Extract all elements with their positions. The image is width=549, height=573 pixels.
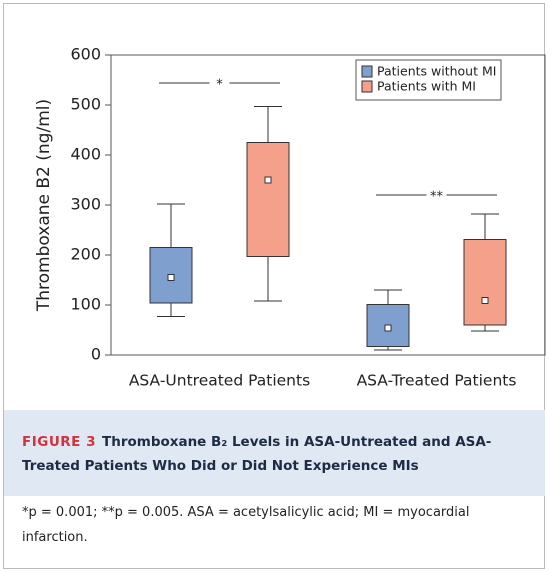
x-tick-label: ASA-Treated Patients (357, 372, 517, 390)
mean-marker (167, 274, 175, 281)
y-tick-label: 500 (70, 95, 101, 114)
footnote: *p = 0.001; **p = 0.005. ASA = acetylsal… (22, 505, 470, 545)
mean-marker (264, 176, 272, 184)
significance-label: * (216, 78, 223, 93)
caption: FIGURE 3 Thromboxane B₂ Levels in ASA-Unt… (4, 410, 545, 496)
legend-label: Patients with MI (377, 79, 476, 94)
y-tick-label: 600 (70, 45, 101, 64)
y-tick-label: 100 (70, 295, 101, 314)
legend-box (355, 59, 502, 101)
legend-label: Patients without MI (377, 64, 496, 79)
y-tick-label: 0 (91, 345, 101, 364)
y-axis-label: Thromboxane B2 (ng/ml) (34, 99, 54, 312)
y-tick-label: 300 (70, 195, 101, 214)
chart: Thromboxane B2 (ng/ml) 0 100 200 300 400 500 6… (34, 45, 546, 390)
caption-title: Thromboxane B₂ Levels in ASA-Untreated a… (22, 434, 492, 474)
legend-swatch (361, 65, 373, 78)
mean-marker (384, 324, 392, 332)
x-tick-label: ASA-Untreated Patients (129, 372, 310, 390)
mean-marker (481, 297, 489, 304)
y-tick-label: 200 (70, 245, 101, 264)
legend-swatch (361, 80, 373, 93)
figure-label: FIGURE 3 (22, 434, 96, 450)
box (463, 239, 507, 326)
y-tick-label: 400 (70, 145, 101, 164)
box (246, 142, 290, 257)
significance-label: ** (430, 190, 444, 205)
